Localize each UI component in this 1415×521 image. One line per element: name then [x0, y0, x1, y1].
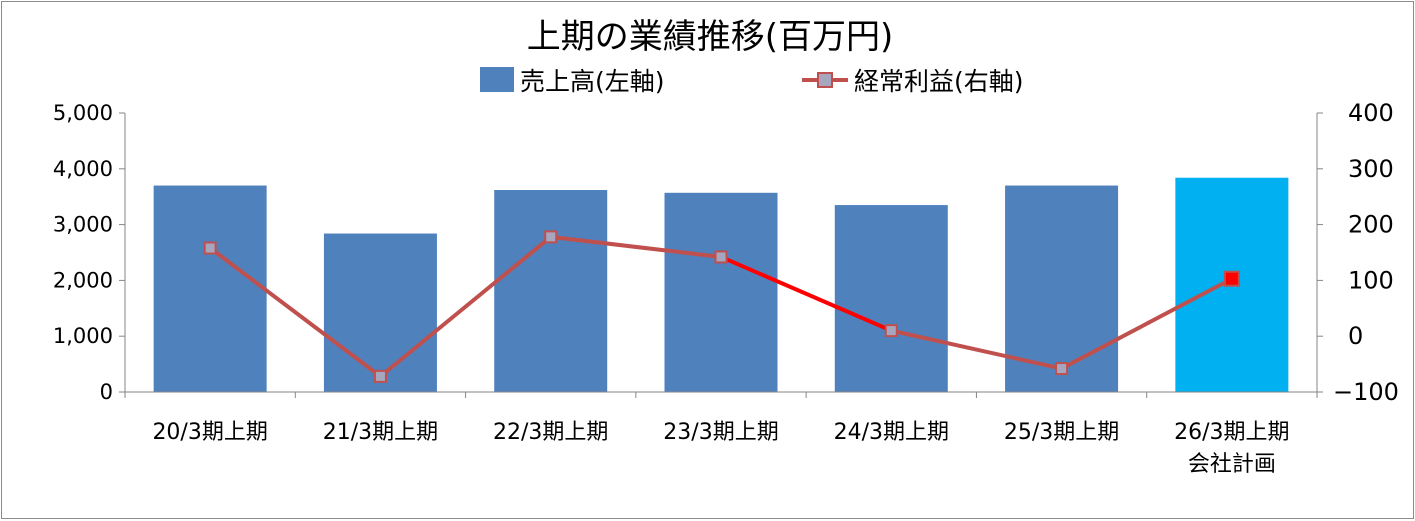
y-left-tick-label: 0: [100, 380, 113, 404]
y-left-tick-label: 4,000: [53, 157, 113, 181]
profit-line: [203, 230, 1240, 383]
profit-line-segment: [1059, 276, 1234, 371]
profit-marker: [1223, 270, 1240, 287]
legend-swatch-sales: [480, 67, 514, 92]
sales-bar: [664, 192, 778, 392]
axes: [119, 112, 1323, 398]
legend-label-profit: 経常利益(右軸): [854, 67, 1024, 96]
x-category-label: 22/3期上期: [493, 420, 608, 445]
y-left-tick-label: 5,000: [53, 101, 113, 125]
x-category-label: 会社計画: [1188, 452, 1276, 477]
legend: 売上高(左軸) 経常利益(右軸): [480, 67, 1024, 96]
profit-marker: [544, 230, 558, 244]
profit-line-segment: [889, 328, 1064, 371]
y-right-tick-label: −100: [1333, 378, 1399, 406]
profit-line-segment: [378, 234, 553, 379]
sales-bar: [153, 185, 267, 392]
sales-bar: [1005, 185, 1119, 392]
profit-marker: [203, 241, 217, 255]
x-category-label: 23/3期上期: [663, 420, 778, 445]
x-category-label: 25/3期上期: [1004, 420, 1119, 445]
legend-marker-profit: [817, 72, 833, 88]
y-right-tick-label: 100: [1348, 266, 1394, 294]
x-category-label: 21/3期上期: [323, 420, 438, 445]
x-category-label: 24/3期上期: [834, 420, 949, 445]
x-category-label: 20/3期上期: [152, 420, 267, 445]
axis-labels: 0 1,000 2,000 3,000 4,000 5,000 −100 0 100 200 300…: [53, 99, 1399, 477]
legend-label-sales: 売上高(左軸): [520, 67, 665, 96]
y-right-tick-label: 300: [1348, 155, 1394, 183]
y-right-tick-label: 200: [1348, 211, 1394, 239]
x-category-label: 26/3期上期: [1174, 420, 1289, 445]
profit-marker: [884, 324, 898, 338]
y-left-tick-label: 3,000: [53, 213, 113, 237]
sales-bars: [153, 177, 1289, 392]
profit-line-segment: [719, 254, 894, 333]
y-left-tick-label: 1,000: [53, 324, 113, 348]
profit-line-segment: [208, 246, 383, 379]
sales-bar: [494, 190, 608, 392]
profit-line-segment: [548, 234, 723, 259]
y-right-tick-label: 400: [1348, 99, 1394, 127]
profit-marker: [373, 369, 387, 383]
sales-bar: [834, 205, 948, 392]
sales-bar: [323, 233, 437, 392]
chart-title: 上期の業績推移(百万円): [527, 17, 894, 57]
profit-marker: [1055, 362, 1069, 376]
y-right-tick-label: 0: [1348, 322, 1363, 350]
profit-marker: [714, 250, 728, 264]
y-left-tick-label: 2,000: [53, 268, 113, 292]
